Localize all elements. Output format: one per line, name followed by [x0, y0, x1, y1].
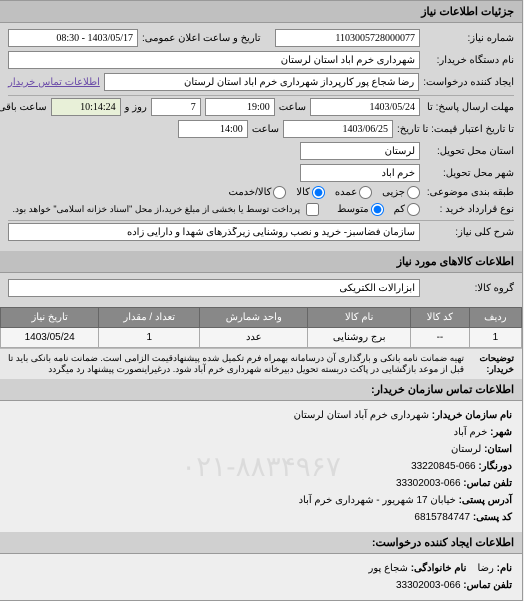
col-qty: تعداد / مقدار	[100, 308, 201, 328]
col-code: کد کالا	[412, 308, 471, 328]
amount-label: نوع قرارداد خرید :	[425, 204, 515, 215]
panel-title: جزئیات اطلاعات نیاز	[1, 1, 523, 23]
amt-med[interactable]: متوسط	[338, 203, 384, 216]
price-validity-label: تا تاریخ اعتبار قیمت: تا تاریخ:	[398, 124, 515, 135]
goods-group-field	[9, 279, 421, 297]
pkg-partial[interactable]: جزیی	[383, 186, 421, 199]
amt-low[interactable]: کم	[395, 203, 421, 216]
province-label: استان:	[485, 444, 513, 455]
remain-time-field	[52, 98, 122, 116]
need-desc-label: شرح کلی نیاز:	[425, 227, 515, 238]
cell-code: --	[412, 328, 471, 348]
table-row: 1 -- برج روشنایی عدد 1 1403/05/24	[2, 328, 523, 348]
response-deadline-label: مهلت ارسال پاسخ: تا	[425, 102, 515, 113]
delivery-city-field	[301, 164, 421, 182]
buyer-org-field	[9, 51, 421, 69]
goods-section: گروه کالا:	[1, 273, 523, 307]
treasury-checkbox[interactable]	[305, 203, 320, 216]
phone-label: تلفن تماس:	[464, 478, 513, 489]
cell-unit: عدد	[201, 328, 309, 348]
city-value: خرم آباد	[455, 427, 489, 438]
org-label: نام سازمان خریدار:	[433, 410, 513, 421]
remain-days-field	[152, 98, 202, 116]
fax-label: دورنگار:	[479, 461, 513, 472]
creator-header: اطلاعات ایجاد کننده درخواست:	[1, 532, 523, 554]
city-label: شهر:	[491, 427, 513, 438]
buyer-notes-row: توضیحات خریدار: تهیه ضمانت نامه بانکی و …	[1, 348, 523, 379]
goods-table: ردیف کد کالا نام کالا واحد شمارش تعداد /…	[1, 307, 523, 348]
pkg-service[interactable]: کالا/خدمت	[230, 186, 288, 199]
goods-header: اطلاعات کالاهای مورد نیاز	[1, 251, 523, 273]
addr-value: خیابان 17 شهریور - شهرداری خرم آباد	[300, 495, 457, 506]
phone-value: 066-33302003	[397, 478, 462, 489]
response-date-field	[311, 98, 421, 116]
need-details-panel: جزئیات اطلاعات نیاز شماره نیاز: تاریخ و …	[0, 0, 524, 601]
delivery-province-label: استان محل تحویل:	[425, 146, 515, 157]
remain-days-label: روز و	[126, 102, 148, 113]
announce-label: تاریخ و ساعت اعلان عمومی:	[143, 33, 262, 44]
post-value: 6815784747	[415, 512, 471, 523]
meta-section: شماره نیاز: تاریخ و ساعت اعلان عمومی: نا…	[1, 23, 523, 251]
cell-name: برج روشنایی	[309, 328, 412, 348]
buyer-notes-text: تهیه ضمانت نامه بانکی و بارگذاری آن درسا…	[9, 353, 465, 375]
requester-field	[105, 73, 420, 91]
buyer-org-label: نام دستگاه خریدار:	[425, 55, 515, 66]
announce-field	[9, 29, 139, 47]
response-time-label: ساعت	[280, 102, 307, 113]
delivery-city-label: شهر محل تحویل:	[425, 168, 515, 179]
delivery-province-field	[301, 142, 421, 160]
need-desc-field	[9, 223, 421, 241]
requester-label: ایجاد کننده درخواست:	[424, 77, 515, 88]
price-date-field	[284, 120, 394, 138]
goods-group-label: گروه کالا:	[425, 283, 515, 294]
price-time-label: ساعت	[253, 124, 280, 135]
pkg-wholesale[interactable]: عمده	[336, 186, 373, 199]
treasury-note: پرداخت توسط یا بخشی از مبلغ خرید،از محل …	[13, 204, 301, 215]
creator-name: رضا	[478, 563, 494, 574]
cell-date: 1403/05/24	[2, 328, 100, 348]
remain-time-label: ساعت باقی مانده	[0, 102, 48, 113]
creator-lname: شجاع پور	[370, 563, 409, 574]
contact-link[interactable]: اطلاعات تماس خریدار	[9, 77, 101, 88]
addr-label: آدرس پستی:	[460, 495, 513, 506]
cell-qty: 1	[100, 328, 201, 348]
col-date: تاریخ نیاز	[2, 308, 100, 328]
col-name: نام کالا	[309, 308, 412, 328]
org-value: شهرداری خرم آباد استان لرستان	[295, 410, 430, 421]
pkg-goods[interactable]: کالا	[297, 186, 326, 199]
contact-section: نام سازمان خریدار: شهرداری خرم آباد استا…	[1, 401, 523, 532]
contact-header: اطلاعات تماس سازمان خریدار:	[1, 379, 523, 401]
creator-lname-label: نام خانوادگی:	[412, 563, 468, 574]
need-number-field	[276, 29, 422, 47]
creator-section: نام: رضا نام خانوادگی: شجاع پور تلفن تما…	[1, 554, 523, 600]
package-label: طبقه بندی موضوعی:	[425, 187, 515, 198]
province-value: لرستان	[452, 444, 482, 455]
buyer-notes-label: توضیحات خریدار:	[465, 353, 515, 375]
col-row: ردیف	[470, 308, 522, 328]
fax-value: 066-33220845	[412, 461, 477, 472]
creator-phone: 066-33302003	[397, 580, 462, 591]
response-time-field	[206, 98, 276, 116]
price-time-field	[179, 120, 249, 138]
table-header-row: ردیف کد کالا نام کالا واحد شمارش تعداد /…	[2, 308, 523, 328]
need-number-label: شماره نیاز:	[425, 33, 515, 44]
col-unit: واحد شمارش	[201, 308, 309, 328]
cell-row: 1	[470, 328, 522, 348]
creator-phone-label: تلفن تماس:	[464, 580, 513, 591]
post-label: کد پستی:	[474, 512, 513, 523]
creator-name-label: نام:	[498, 563, 513, 574]
